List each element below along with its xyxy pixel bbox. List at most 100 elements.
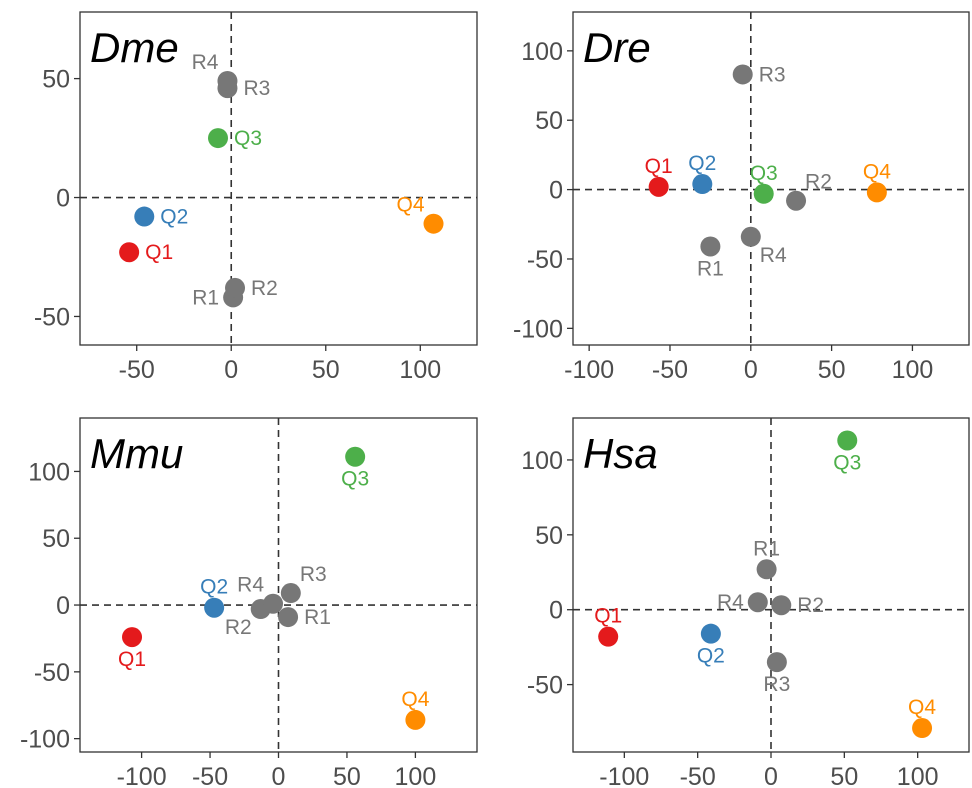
x-tick-label: 0 — [224, 356, 238, 384]
point-r1 — [278, 607, 299, 628]
point-label-r3: R3 — [759, 63, 786, 86]
point-q4 — [866, 182, 887, 203]
y-tick-label: 0 — [549, 177, 563, 205]
y-tick-label: -100 — [513, 315, 563, 343]
point-label-r1: R1 — [753, 537, 780, 560]
x-tick-label: -50 — [192, 763, 228, 788]
y-tick-label: 50 — [42, 525, 70, 553]
point-label-r1: R1 — [697, 257, 724, 280]
point-label-q2: Q2 — [697, 645, 725, 668]
point-r1 — [700, 236, 721, 257]
point-label-q1: Q1 — [594, 605, 622, 628]
panel-title: Hsa — [583, 430, 658, 477]
point-label-r1: R1 — [304, 606, 331, 629]
y-tick-label: 50 — [42, 66, 70, 94]
x-tick-label: 100 — [399, 356, 441, 384]
y-tick-label: -100 — [20, 726, 70, 754]
x-tick-label: -50 — [652, 356, 688, 384]
point-r4 — [747, 592, 768, 613]
point-label-q2: Q2 — [160, 206, 188, 229]
x-tick-label: 100 — [892, 356, 934, 384]
y-tick-label: 100 — [521, 447, 563, 475]
x-tick-label: 0 — [764, 763, 778, 788]
point-r2 — [771, 595, 792, 616]
point-q3 — [345, 446, 366, 467]
point-label-q1: Q1 — [118, 648, 146, 671]
point-label-r2: R2 — [225, 616, 252, 639]
point-label-r4: R4 — [192, 51, 219, 74]
point-label-q3: Q3 — [341, 468, 369, 491]
point-r1 — [756, 559, 777, 580]
point-label-r1: R1 — [192, 286, 219, 309]
point-r4 — [740, 226, 761, 247]
point-label-q4: Q4 — [863, 160, 891, 183]
point-r3 — [280, 583, 301, 604]
point-r4 — [217, 70, 238, 91]
point-q2 — [134, 206, 155, 227]
point-q2 — [204, 597, 225, 618]
x-tick-label: -100 — [599, 763, 649, 788]
point-label-r4: R4 — [237, 574, 264, 597]
panel-title: Dre — [583, 24, 651, 71]
y-tick-label: -50 — [527, 246, 563, 274]
point-q4 — [912, 718, 933, 739]
x-tick-label: 50 — [333, 763, 361, 788]
x-tick-label: 100 — [395, 763, 437, 788]
point-q2 — [700, 623, 721, 644]
x-tick-label: 100 — [897, 763, 939, 788]
panel-title: Dme — [90, 24, 179, 71]
y-tick-label: -50 — [34, 303, 70, 331]
point-q3 — [208, 128, 229, 149]
y-tick-label: 50 — [535, 522, 563, 550]
point-label-r3: R3 — [243, 77, 270, 100]
y-tick-label: 0 — [56, 185, 70, 213]
point-q4 — [423, 213, 444, 234]
y-tick-label: 0 — [56, 592, 70, 620]
point-label-r3: R3 — [300, 563, 327, 586]
point-q1 — [122, 627, 143, 648]
x-tick-label: 0 — [272, 763, 286, 788]
x-tick-label: 50 — [830, 763, 858, 788]
y-tick-label: 100 — [28, 458, 70, 486]
y-tick-label: 100 — [521, 38, 563, 66]
point-label-q1: Q1 — [145, 241, 173, 264]
point-r4 — [263, 593, 284, 614]
plot-frame — [79, 11, 478, 346]
point-label-q4: Q4 — [908, 696, 936, 719]
x-tick-label: 50 — [818, 356, 846, 384]
y-tick-label: -50 — [34, 659, 70, 687]
point-label-q1: Q1 — [645, 155, 673, 178]
point-q1 — [598, 626, 619, 647]
point-label-q4: Q4 — [397, 194, 425, 217]
point-label-q3: Q3 — [833, 451, 861, 474]
point-label-r4: R4 — [717, 591, 744, 614]
point-label-r4: R4 — [760, 244, 787, 267]
x-tick-label: -100 — [117, 763, 167, 788]
point-q2 — [692, 174, 713, 195]
point-label-r2: R2 — [797, 594, 824, 617]
panel-title: Mmu — [90, 430, 183, 477]
point-q3 — [837, 430, 858, 451]
y-tick-label: 50 — [535, 107, 563, 135]
x-tick-label: -50 — [119, 356, 155, 384]
panel-dme: -50 0 50 100 -50 0 50 Q1 Q2 Q3 Q4 R1 R2 R3 R4 Dme — [34, 11, 478, 384]
point-r2 — [786, 190, 807, 211]
point-label-r3: R3 — [763, 673, 790, 696]
point-q1 — [648, 176, 669, 197]
point-r3 — [732, 64, 753, 85]
panel-mmu: -100 -50 0 50 100 -100 -50 0 50 100 Q1 Q2 Q3 Q4 R1 R2 R3… — [20, 417, 478, 788]
point-q1 — [119, 242, 140, 263]
point-label-q3: Q3 — [234, 127, 262, 150]
x-tick-label: 0 — [744, 356, 758, 384]
point-label-q2: Q2 — [688, 152, 716, 175]
x-tick-label: -100 — [564, 356, 614, 384]
point-label-q3: Q3 — [750, 162, 778, 185]
plot-frame — [572, 11, 970, 346]
point-q4 — [405, 709, 426, 730]
panel-hsa: -100 -50 0 50 100 -50 0 50 100 Q1 Q2 Q3 Q4 R1 R2 R3 R4 Hs… — [521, 417, 970, 788]
x-tick-label: -50 — [680, 763, 716, 788]
point-label-q2: Q2 — [200, 576, 228, 599]
point-q3 — [753, 183, 774, 204]
y-tick-label: -50 — [527, 672, 563, 700]
